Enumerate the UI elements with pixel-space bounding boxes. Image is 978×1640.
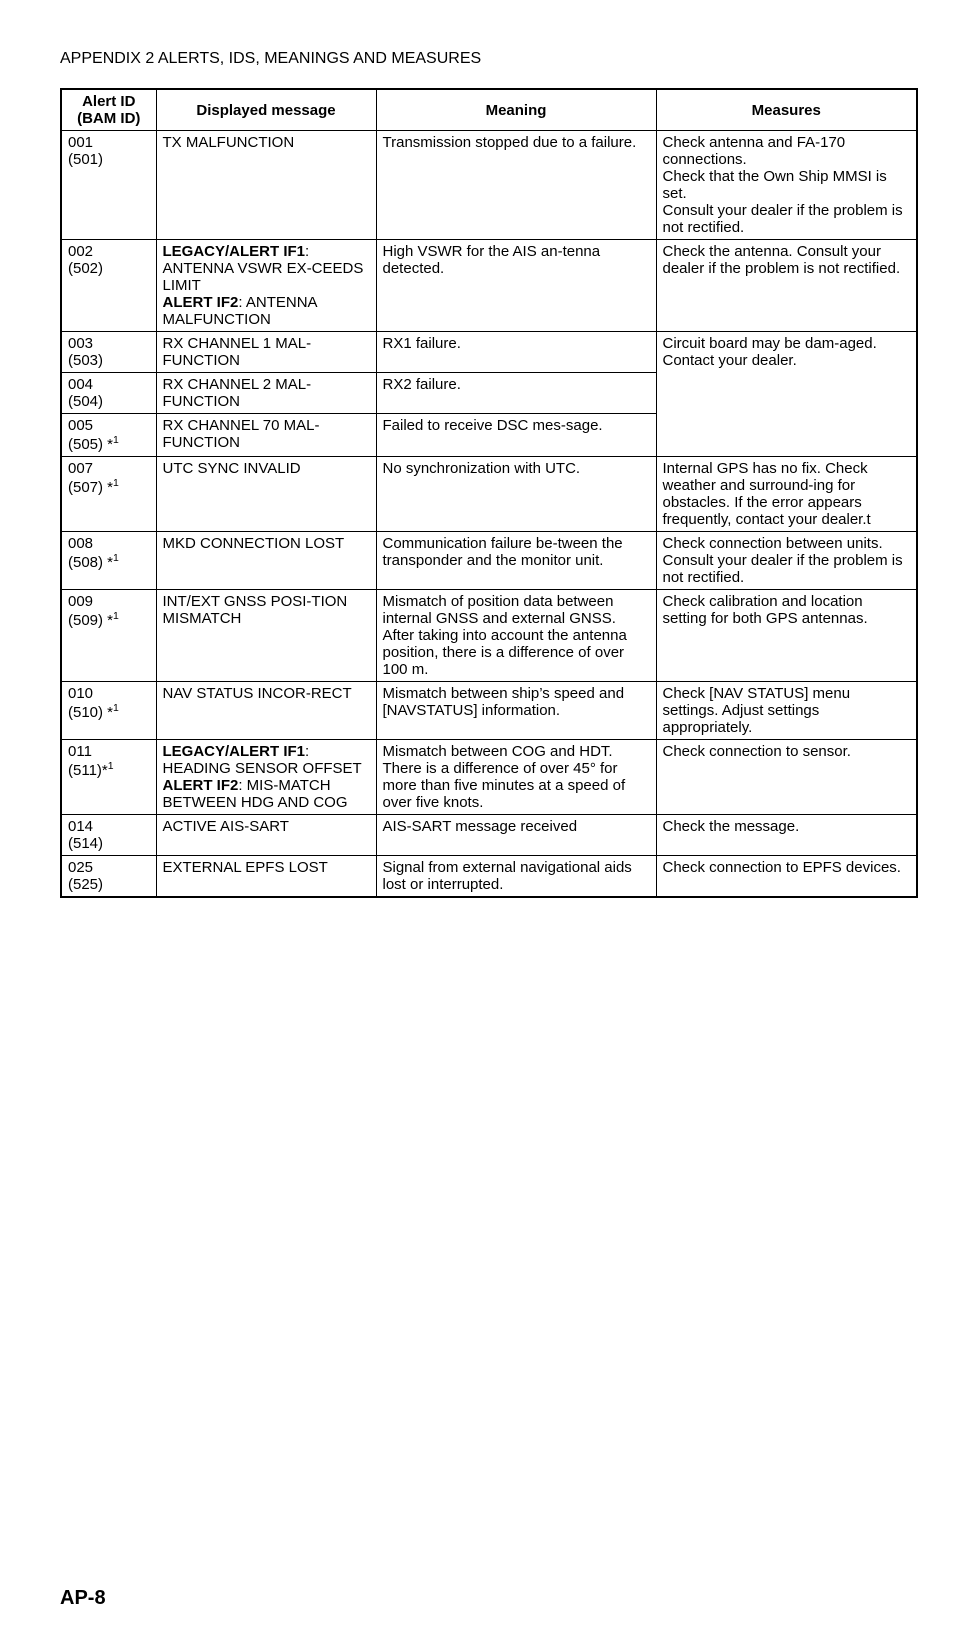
cell-measures: Check connection to sensor. <box>656 740 917 815</box>
cell-meaning: Transmission stopped due to a failure. <box>376 131 656 240</box>
cell-meaning: No synchronization with UTC. <box>376 457 656 532</box>
th-measures: Measures <box>656 89 917 131</box>
cell-meaning: RX1 failure. <box>376 332 656 373</box>
cell-message: MKD CONNECTION LOST <box>156 532 376 590</box>
cell-meaning: Mismatch between COG and HDT. There is a… <box>376 740 656 815</box>
cell-measures: Check the antenna. Consult your dealer i… <box>656 240 917 332</box>
cell-meaning: Failed to receive DSC mes-sage. <box>376 414 656 457</box>
cell-alert-id: 025(525) <box>61 856 156 898</box>
th-meaning: Meaning <box>376 89 656 131</box>
cell-alert-id: 003(503) <box>61 332 156 373</box>
th-alert-id: Alert ID <box>61 89 156 110</box>
cell-alert-id: 005(505) *1 <box>61 414 156 457</box>
cell-message: RX CHANNEL 1 MAL-FUNCTION <box>156 332 376 373</box>
table-row: 025(525)EXTERNAL EPFS LOSTSignal from ex… <box>61 856 917 898</box>
table-body: 001(501)TX MALFUNCTIONTransmission stopp… <box>61 131 917 898</box>
cell-meaning: Mismatch of position data between intern… <box>376 590 656 682</box>
table-row: 007(507) *1UTC SYNC INVALIDNo synchroniz… <box>61 457 917 532</box>
cell-alert-id: 009(509) *1 <box>61 590 156 682</box>
cell-alert-id: 011(511)*1 <box>61 740 156 815</box>
alerts-table: Alert ID Displayed message Meaning Measu… <box>60 88 918 898</box>
cell-meaning: AIS-SART message received <box>376 815 656 856</box>
table-row: 011(511)*1LEGACY/ALERT IF1: HEADING SENS… <box>61 740 917 815</box>
th-bam-id: (BAM ID) <box>61 110 156 131</box>
table-row: 014(514)ACTIVE AIS-SARTAIS-SART message … <box>61 815 917 856</box>
page-footer: AP-8 <box>60 1587 106 1610</box>
cell-message: NAV STATUS INCOR-RECT <box>156 682 376 740</box>
cell-meaning: RX2 failure. <box>376 373 656 414</box>
cell-message: LEGACY/ALERT IF1: ANTENNA VSWR EX-CEEDS … <box>156 240 376 332</box>
cell-message: UTC SYNC INVALID <box>156 457 376 532</box>
cell-measures: Check calibration and location setting f… <box>656 590 917 682</box>
cell-message: LEGACY/ALERT IF1: HEADING SENSOR OFFSETA… <box>156 740 376 815</box>
cell-alert-id: 004(504) <box>61 373 156 414</box>
cell-meaning: High VSWR for the AIS an-tenna detected. <box>376 240 656 332</box>
cell-message: ACTIVE AIS-SART <box>156 815 376 856</box>
cell-measures: Check antenna and FA-170 connections.Che… <box>656 131 917 240</box>
cell-alert-id: 014(514) <box>61 815 156 856</box>
cell-alert-id: 008(508) *1 <box>61 532 156 590</box>
cell-measures: Check [NAV STATUS] menu settings. Adjust… <box>656 682 917 740</box>
cell-alert-id: 002(502) <box>61 240 156 332</box>
cell-message: RX CHANNEL 2 MAL-FUNCTION <box>156 373 376 414</box>
cell-message: RX CHANNEL 70 MAL-FUNCTION <box>156 414 376 457</box>
page-header: APPENDIX 2 ALERTS, IDS, MEANINGS AND MEA… <box>60 50 918 68</box>
table-row: 008(508) *1MKD CONNECTION LOSTCommunicat… <box>61 532 917 590</box>
cell-alert-id: 010(510) *1 <box>61 682 156 740</box>
cell-measures: Check connection to EPFS devices. <box>656 856 917 898</box>
cell-message: EXTERNAL EPFS LOST <box>156 856 376 898</box>
cell-message: INT/EXT GNSS POSI-TION MISMATCH <box>156 590 376 682</box>
table-row: 001(501)TX MALFUNCTIONTransmission stopp… <box>61 131 917 240</box>
cell-alert-id: 007(507) *1 <box>61 457 156 532</box>
cell-measures: Check the message. <box>656 815 917 856</box>
table-row: 003(503)RX CHANNEL 1 MAL-FUNCTIONRX1 fai… <box>61 332 917 373</box>
cell-message: TX MALFUNCTION <box>156 131 376 240</box>
cell-measures: Internal GPS has no fix. Check weather a… <box>656 457 917 532</box>
th-message: Displayed message <box>156 89 376 131</box>
cell-measures: Check connection between units. Consult … <box>656 532 917 590</box>
cell-meaning: Communication failure be-tween the trans… <box>376 532 656 590</box>
table-row: 009(509) *1INT/EXT GNSS POSI-TION MISMAT… <box>61 590 917 682</box>
table-row: 002(502)LEGACY/ALERT IF1: ANTENNA VSWR E… <box>61 240 917 332</box>
table-row: 010(510) *1NAV STATUS INCOR-RECTMismatch… <box>61 682 917 740</box>
cell-meaning: Mismatch between ship’s speed and [NAVST… <box>376 682 656 740</box>
cell-alert-id: 001(501) <box>61 131 156 240</box>
cell-measures: Circuit board may be dam-aged. Contact y… <box>656 332 917 457</box>
cell-meaning: Signal from external navigational aids l… <box>376 856 656 898</box>
